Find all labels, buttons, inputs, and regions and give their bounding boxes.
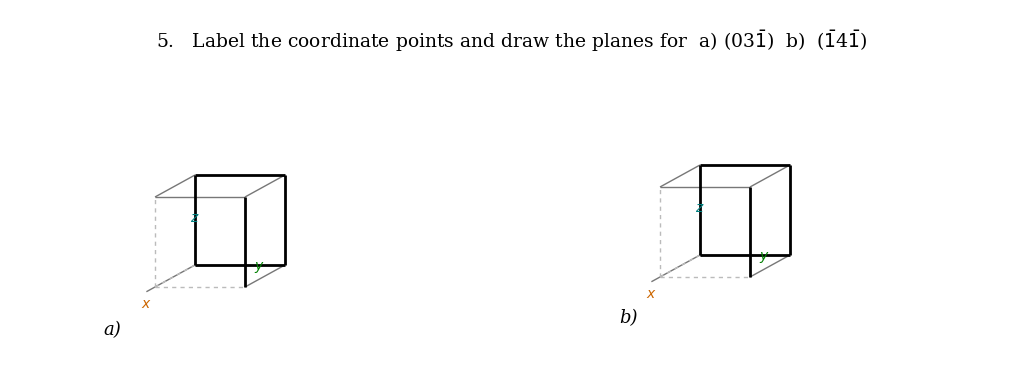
- Text: x: x: [141, 298, 150, 311]
- Text: 5.   Label the coordinate points and draw the planes for  a) (03$\bar{1}$)  b)  : 5. Label the coordinate points and draw …: [157, 28, 867, 54]
- Text: a): a): [103, 321, 121, 339]
- Text: b): b): [618, 309, 637, 327]
- Text: z: z: [695, 201, 702, 215]
- Text: y: y: [759, 249, 767, 263]
- Text: z: z: [190, 211, 198, 225]
- Text: y: y: [254, 259, 262, 273]
- Text: x: x: [646, 287, 654, 301]
